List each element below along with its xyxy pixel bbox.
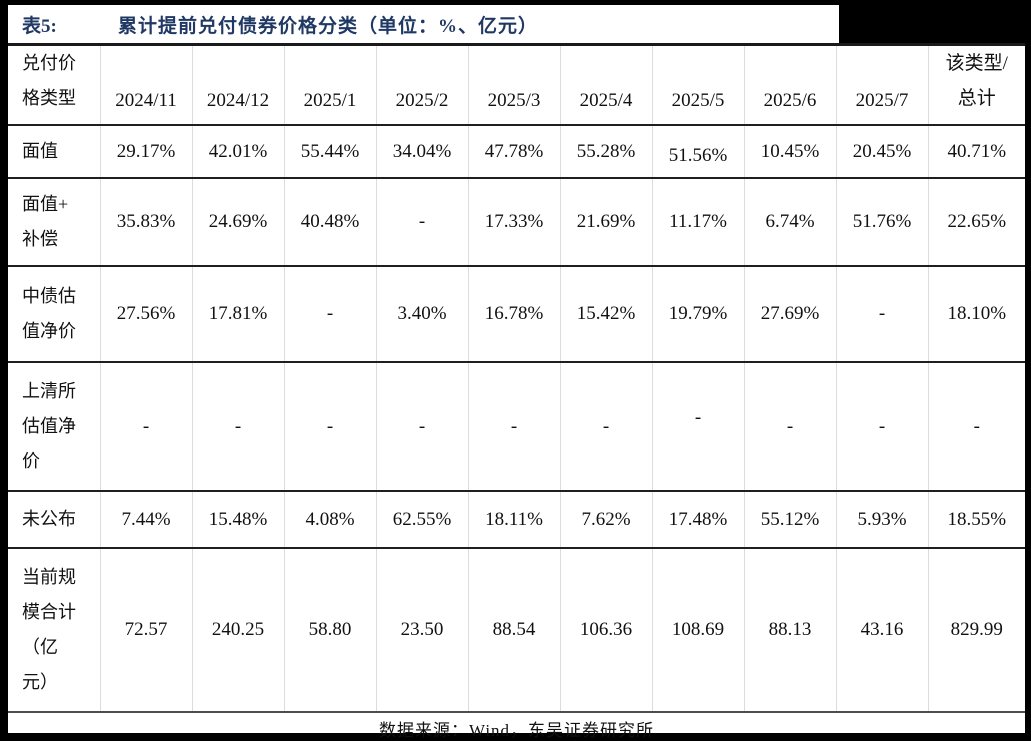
data-source-footer: 数据来源：Wind，东吴证券研究所 (8, 711, 1025, 741)
table-title-bar: 表5: 累计提前兑付债券价格分类（单位：%、亿元） (8, 0, 1026, 46)
table-row-chinabond-valuation: 中债估 值净价 27.56% 17.81% - 3.40% 16.78% 15.… (8, 266, 1025, 362)
corner-header: 兑付价 格类型 (22, 53, 76, 108)
row-label: 面值 (22, 141, 58, 161)
data-cell: 17.33% (467, 178, 560, 266)
data-cell: - (835, 362, 928, 491)
column-header-2024-12: 2024/12 (191, 46, 284, 125)
data-cell: - (375, 362, 468, 491)
data-cell: 47.78% (467, 125, 560, 178)
data-cell: 18.11% (467, 491, 560, 548)
row-label: 上清所 估值净 价 (22, 381, 76, 471)
data-cell: 88.13 (743, 548, 836, 711)
column-header-2025-1: 2025/1 (283, 46, 376, 125)
column-header-2025-2: 2025/2 (375, 46, 468, 125)
data-cell: 11.17% (651, 178, 744, 266)
row-label: 面值+ 补偿 (22, 194, 69, 249)
data-cell: - (559, 362, 652, 491)
data-source-text: 数据来源：Wind，东吴证券研究所 (378, 721, 655, 740)
data-cell: 88.54 (467, 548, 560, 711)
table-inner: 表5: 累计提前兑付债券价格分类（单位：%、亿元） 兑付价 格类型 2024/1… (8, 0, 1026, 740)
data-cell: - (651, 362, 744, 491)
data-cell: 15.42% (559, 266, 652, 362)
data-cell: 72.57 (99, 548, 192, 711)
table-title: 累计提前兑付债券价格分类（单位：%、亿元） (118, 15, 539, 37)
data-cell: 106.36 (559, 548, 652, 711)
data-cell: 240.25 (191, 548, 284, 711)
table-row-face-value-compensation: 面值+ 补偿 35.83% 24.69% 40.48% - 17.33% 21.… (8, 178, 1025, 266)
data-cell: 15.48% (191, 491, 284, 548)
data-cell: 829.99 (927, 548, 1025, 711)
table-row-face-value: 面值 29.17% 42.01% 55.44% 34.04% 47.78% 55… (8, 125, 1025, 178)
data-cell-offset: - (694, 406, 702, 428)
data-cell: 35.83% (99, 178, 192, 266)
data-cell: 20.45% (835, 125, 928, 178)
data-cell: - (283, 266, 376, 362)
data-cell-offset: 51.56% (668, 144, 728, 166)
data-cell: 40.71% (927, 125, 1025, 178)
data-cell: 55.44% (283, 125, 376, 178)
header-black-block (839, 0, 1026, 43)
data-cell: 6.74% (743, 178, 836, 266)
data-cell: - (467, 362, 560, 491)
column-header-2025-4: 2025/4 (559, 46, 652, 125)
table-row-current-scale-total: 当前规 模合计 （亿 元） 72.57 240.25 58.80 23.50 8… (8, 548, 1025, 711)
data-cell: 51.56% (651, 125, 744, 178)
data-cell: 7.62% (559, 491, 652, 548)
column-header-total: 该类型/ 总计 (927, 46, 1025, 125)
row-label: 中债估 值净价 (22, 286, 76, 341)
data-cell: 18.10% (927, 266, 1025, 362)
data-cell: 55.12% (743, 491, 836, 548)
data-cell: 17.81% (191, 266, 284, 362)
data-cell: 4.08% (283, 491, 376, 548)
table-row-shanghai-clearing: 上清所 估值净 价 - - - - - - - - - - (8, 362, 1025, 491)
data-cell: 62.55% (375, 491, 468, 548)
data-cell: 21.69% (559, 178, 652, 266)
data-cell: - (283, 362, 376, 491)
data-cell: 34.04% (375, 125, 468, 178)
data-cell: 108.69 (651, 548, 744, 711)
data-cell: - (375, 178, 468, 266)
data-cell: - (743, 362, 836, 491)
data-cell: 55.28% (559, 125, 652, 178)
data-cell: 27.56% (99, 266, 192, 362)
data-cell: 18.55% (927, 491, 1025, 548)
table-tag: 表5: (22, 15, 57, 37)
column-header-2025-6: 2025/6 (743, 46, 836, 125)
data-cell: 5.93% (835, 491, 928, 548)
column-header-2025-7: 2025/7 (835, 46, 928, 125)
data-cell: 17.48% (651, 491, 744, 548)
data-cell: 42.01% (191, 125, 284, 178)
data-cell: - (99, 362, 192, 491)
data-cell: 22.65% (927, 178, 1025, 266)
data-cell: 7.44% (99, 491, 192, 548)
data-cell: 40.48% (283, 178, 376, 266)
data-cell: - (191, 362, 284, 491)
data-cell: 3.40% (375, 266, 468, 362)
header-row: 兑付价 格类型 2024/11 2024/12 2025/1 2025/2 20… (8, 46, 1025, 125)
column-header-2024-11: 2024/11 (99, 46, 192, 125)
data-cell: 29.17% (99, 125, 192, 178)
data-cell: 19.79% (651, 266, 744, 362)
data-cell: 24.69% (191, 178, 284, 266)
data-cell: 10.45% (743, 125, 836, 178)
data-cell: 16.78% (467, 266, 560, 362)
row-label: 未公布 (22, 509, 76, 529)
column-header-2025-5: 2025/5 (651, 46, 744, 125)
column-header-2025-3: 2025/3 (467, 46, 560, 125)
data-cell: 23.50 (375, 548, 468, 711)
data-cell: 58.80 (283, 548, 376, 711)
data-cell: - (835, 266, 928, 362)
data-cell: - (927, 362, 1025, 491)
data-cell: 51.76% (835, 178, 928, 266)
row-label: 当前规 模合计 （亿 元） (22, 567, 76, 692)
redemption-price-table: 兑付价 格类型 2024/11 2024/12 2025/1 2025/2 20… (8, 46, 1025, 711)
data-cell: 43.16 (835, 548, 928, 711)
table-row-unpublished: 未公布 7.44% 15.48% 4.08% 62.55% 18.11% 7.6… (8, 491, 1025, 548)
data-cell: 27.69% (743, 266, 836, 362)
